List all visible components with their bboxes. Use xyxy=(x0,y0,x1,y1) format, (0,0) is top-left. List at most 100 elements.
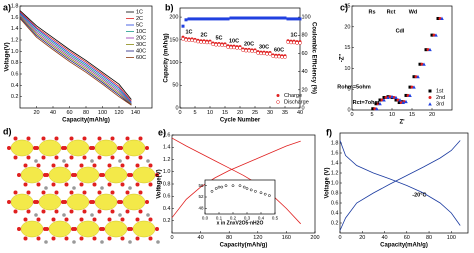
point xyxy=(268,16,272,20)
atom-v xyxy=(128,186,132,190)
series-line xyxy=(19,14,132,105)
atom-o xyxy=(23,163,28,168)
atom-o xyxy=(155,227,159,231)
atom-o xyxy=(138,209,143,214)
point xyxy=(181,37,185,41)
y-tick-label: 1.8 xyxy=(11,3,19,9)
point xyxy=(220,185,224,189)
channel xyxy=(132,220,156,238)
point xyxy=(232,16,236,20)
atom-v xyxy=(90,159,94,163)
atom-o xyxy=(148,182,153,187)
atom-o xyxy=(82,209,87,214)
atom-o xyxy=(54,136,59,141)
atom-v xyxy=(100,240,104,244)
series-line xyxy=(19,12,132,103)
atom-o xyxy=(97,190,102,195)
atom-o xyxy=(138,190,143,195)
y-tick-label: 56 xyxy=(198,183,204,188)
point xyxy=(253,16,257,20)
point xyxy=(187,38,191,43)
annotation: 20C xyxy=(244,41,254,47)
point xyxy=(390,94,394,99)
series-line xyxy=(19,18,132,106)
channel xyxy=(66,193,90,211)
x-tick-label: 40 xyxy=(381,235,387,241)
atom-v xyxy=(62,213,66,217)
atom-v xyxy=(34,213,38,217)
point xyxy=(430,33,434,37)
atom-o xyxy=(92,163,97,168)
y-tick-label: 1.4 xyxy=(11,26,19,32)
atom-o xyxy=(36,163,41,168)
y-tick-label: 0.4 xyxy=(163,206,171,212)
point xyxy=(229,16,233,20)
y-tick-label: 0.2 xyxy=(163,218,171,224)
atom-o xyxy=(138,155,143,160)
y2-tick-label: 100 xyxy=(302,15,311,21)
point xyxy=(245,187,249,190)
atom-o xyxy=(35,146,39,150)
point xyxy=(220,43,224,48)
atom-o xyxy=(148,163,153,168)
y-tick-label: 1.0 xyxy=(163,169,171,175)
x-tick-label: 0 xyxy=(338,235,341,241)
point xyxy=(196,17,200,21)
legend-label: 20C xyxy=(136,35,146,41)
panel-label: d) xyxy=(3,126,12,136)
y-tick-label: 0.2 xyxy=(11,94,19,100)
atom-o xyxy=(119,146,123,150)
point xyxy=(259,16,263,20)
atom-o xyxy=(125,136,130,141)
channel xyxy=(104,220,128,238)
atom-o xyxy=(64,163,69,168)
atom-v xyxy=(100,186,104,190)
x-tick-label: 140 xyxy=(131,110,140,116)
point xyxy=(229,45,233,50)
atom-o xyxy=(41,155,46,160)
y-axis-label: Voltage(V) xyxy=(5,42,11,71)
x-tick-label: 40 xyxy=(297,110,303,116)
point xyxy=(184,18,188,22)
annotation: 30C xyxy=(259,44,269,50)
y-tick-label: 1.2 xyxy=(331,170,339,176)
point xyxy=(247,16,251,20)
x-tick-label: 30 xyxy=(267,110,273,116)
point xyxy=(408,93,412,97)
x-axis-label: x in ZnxV2O5·nH2O xyxy=(217,220,264,226)
channel xyxy=(132,166,156,184)
point xyxy=(418,62,422,66)
y-tick-label: 1.4 xyxy=(331,160,339,166)
y-tick-label: 50 xyxy=(172,83,178,89)
panel-label: e) xyxy=(158,127,166,137)
y-tick-label: 0.4 xyxy=(11,83,19,89)
x-tick-label: 200 xyxy=(310,235,319,241)
point xyxy=(295,17,299,21)
atom-o xyxy=(23,182,28,187)
x-axis-label: Capacity(mAh/g) xyxy=(220,243,268,249)
atom-o xyxy=(135,163,140,168)
atom-o xyxy=(92,217,97,222)
atom-o xyxy=(63,146,67,150)
point xyxy=(244,16,248,20)
y-tick-label: 0.2 xyxy=(331,220,339,226)
x-tick-label: 100 xyxy=(98,110,107,116)
atom-v xyxy=(72,186,76,190)
atom-o xyxy=(148,236,153,241)
point xyxy=(242,185,246,189)
annotation: Rs xyxy=(368,10,375,16)
atom-o xyxy=(13,209,18,214)
atom-o xyxy=(110,136,115,141)
atom-o xyxy=(64,217,69,222)
point xyxy=(226,17,230,21)
atom-o xyxy=(7,200,11,204)
x-tick-label: 40 xyxy=(198,235,204,241)
legend-label: 2nd xyxy=(436,95,445,101)
crystal-structure xyxy=(7,136,160,246)
atom-o xyxy=(51,182,56,187)
y2-tick-label: 60 xyxy=(302,51,308,57)
atom-o xyxy=(41,209,46,214)
atom-o xyxy=(13,136,18,141)
point xyxy=(283,55,287,59)
atom-o xyxy=(41,190,46,195)
